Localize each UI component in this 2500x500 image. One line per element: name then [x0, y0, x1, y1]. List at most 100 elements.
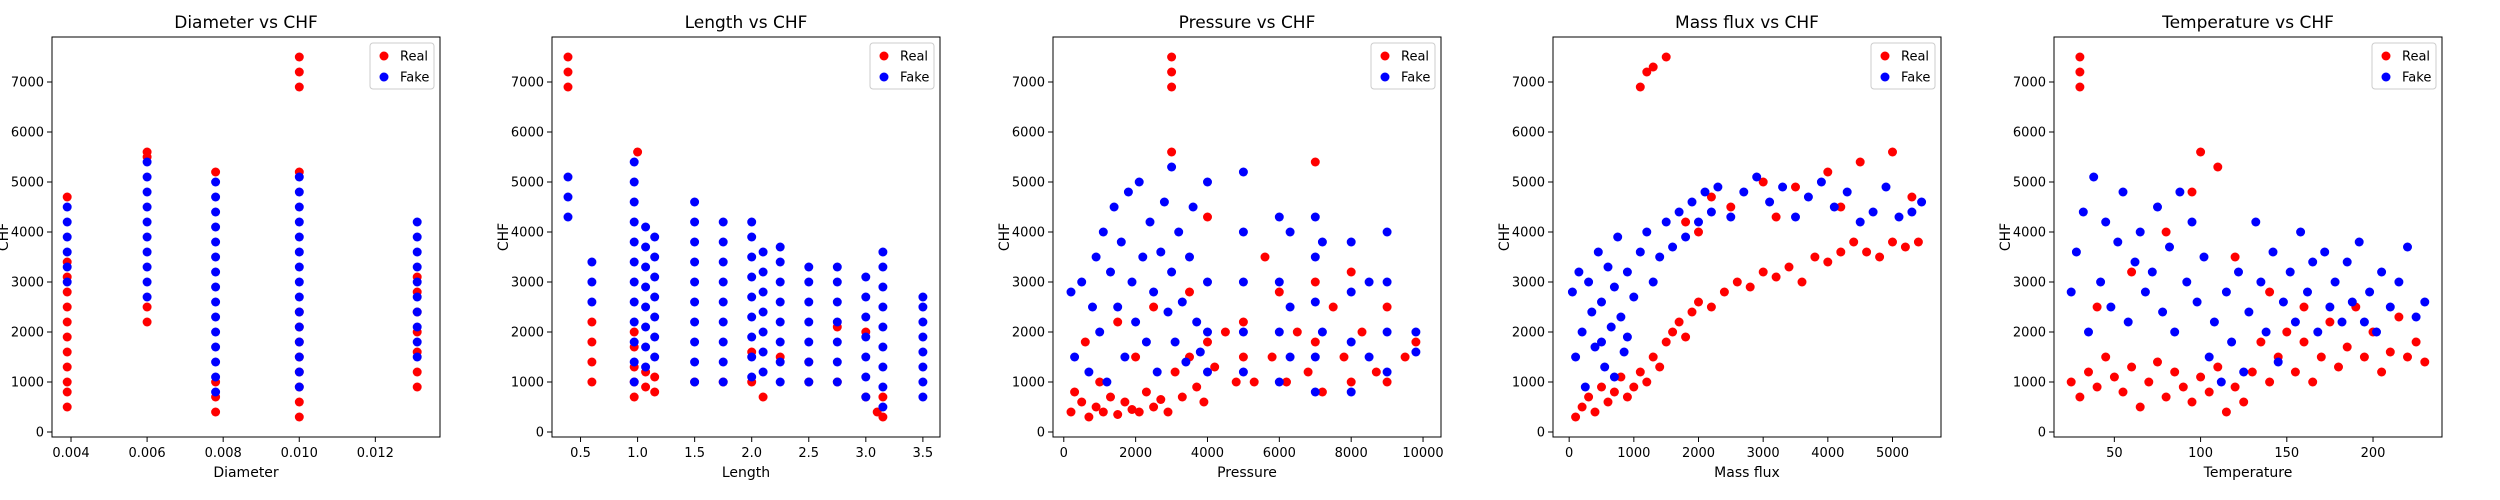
fake-point	[1346, 337, 1356, 347]
fake-point	[629, 357, 639, 367]
fake-point	[1603, 262, 1613, 272]
fake-point	[747, 352, 757, 362]
real-point	[1681, 217, 1691, 227]
fake-point	[1613, 232, 1623, 242]
fake-point	[690, 377, 700, 387]
scatter-points	[1567, 52, 1927, 422]
fake-point	[1138, 252, 1148, 262]
fake-point	[1159, 197, 1169, 207]
fake-point	[1622, 332, 1632, 342]
axes-frame	[51, 36, 441, 438]
fake-point	[1077, 277, 1087, 287]
real-point	[2135, 402, 2145, 412]
fake-point	[1713, 182, 1723, 192]
x-tick-label: 6000	[1263, 446, 1296, 461]
real-point	[1907, 192, 1917, 202]
fake-point	[1106, 267, 1115, 277]
fake-point	[629, 297, 639, 307]
fake-point	[2244, 307, 2254, 317]
fake-point	[1765, 197, 1775, 207]
real-point	[1084, 412, 1094, 422]
real-point	[1357, 327, 1367, 337]
real-point	[1134, 407, 1144, 417]
fake-point	[1113, 302, 1123, 312]
fake-point	[412, 307, 422, 317]
fake-point	[641, 322, 651, 332]
fake-point	[918, 292, 928, 302]
real-point	[1706, 302, 1716, 312]
y-tick-label: 7000	[511, 76, 544, 91]
y-tick-label: 3000	[2013, 276, 2046, 291]
fake-point	[2113, 237, 2123, 247]
fake-point	[629, 177, 639, 187]
fake-point	[1084, 367, 1094, 377]
fake-point	[832, 337, 842, 347]
x-tick-label: 2.5	[798, 446, 819, 461]
real-point	[1694, 297, 1703, 307]
fake-point	[294, 352, 304, 362]
fake-point	[211, 252, 221, 262]
fake-point	[1070, 352, 1080, 362]
fake-point	[650, 232, 660, 242]
fake-point	[641, 342, 651, 352]
real-point	[1836, 247, 1846, 257]
y-tick-label: 5000	[1512, 176, 1545, 191]
x-axis-label: Pressure	[1217, 465, 1277, 481]
real-point	[1080, 337, 1090, 347]
fake-point	[1661, 217, 1671, 227]
fake-point	[1907, 207, 1917, 217]
fake-point	[1192, 317, 1202, 327]
real-point	[2308, 377, 2318, 387]
real-point	[2161, 227, 2171, 237]
real-point	[1310, 277, 1320, 287]
real-point	[142, 147, 152, 157]
fake-point	[832, 377, 842, 387]
fake-point	[1102, 377, 1112, 387]
legend-label-fake: Fake	[400, 71, 429, 86]
fake-point	[2385, 302, 2395, 312]
real-point	[2153, 357, 2162, 367]
fake-point	[2140, 287, 2150, 297]
real-point	[1149, 402, 1159, 412]
y-tick-label: 3000	[1512, 276, 1545, 291]
real-point	[2403, 352, 2412, 362]
fake-point	[1203, 277, 1212, 287]
fake-point	[1188, 202, 1198, 212]
real-point	[1642, 377, 1652, 387]
chart-panel-5: 50 100 150 20001000200030004000500060007000…	[1998, 13, 2443, 481]
fake-point	[142, 247, 152, 257]
real-point	[62, 192, 72, 202]
x-axis-label: Temperature	[2203, 465, 2293, 481]
fake-point	[1917, 197, 1927, 207]
fake-point	[211, 177, 221, 187]
fake-point	[878, 282, 888, 292]
x-tick-label: 10000	[1402, 446, 1443, 461]
fake-point	[2290, 317, 2300, 327]
fake-point	[1593, 247, 1603, 257]
real-point	[62, 387, 72, 397]
axes-frame	[2053, 36, 2443, 438]
y-tick-label: 2000	[2013, 326, 2046, 341]
real-point	[1098, 407, 1108, 417]
fake-point	[2239, 367, 2249, 377]
real-point	[1732, 277, 1742, 287]
fake-point	[804, 337, 814, 347]
fake-point	[62, 232, 72, 242]
real-point	[62, 287, 72, 297]
fake-point	[211, 267, 221, 277]
legend-marker-fake	[879, 72, 889, 82]
fake-point	[2261, 327, 2271, 337]
fake-point	[2354, 237, 2364, 247]
y-tick-label: 5000	[511, 176, 544, 191]
real-point	[2265, 287, 2275, 297]
fake-point	[1346, 287, 1356, 297]
real-point	[2204, 387, 2214, 397]
fake-point	[294, 337, 304, 347]
real-point	[1616, 372, 1626, 382]
real-point	[62, 377, 72, 387]
fake-point	[412, 232, 422, 242]
real-point	[142, 302, 152, 312]
y-tick-label: 4000	[1512, 226, 1545, 241]
real-point	[1120, 397, 1130, 407]
fake-point	[1674, 207, 1684, 217]
